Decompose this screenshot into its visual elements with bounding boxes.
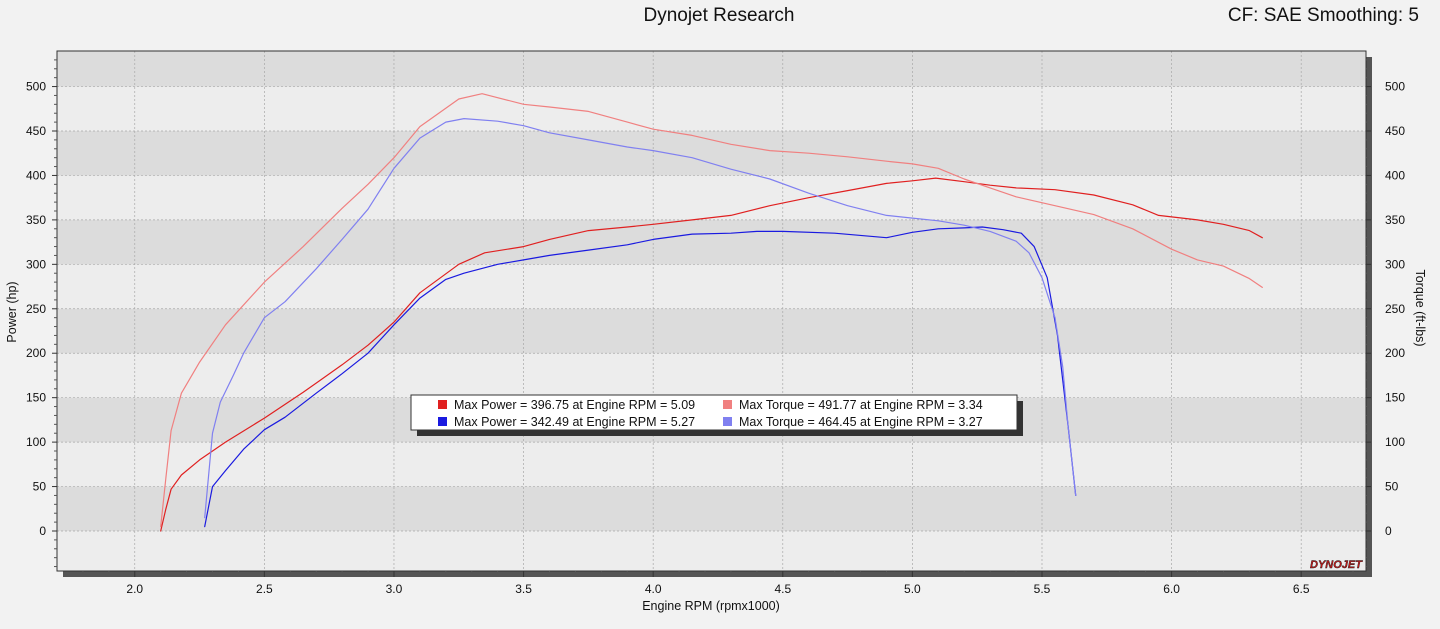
plot-band: [57, 131, 1366, 176]
series-run2-power: [204, 226, 1077, 528]
plot-band: [57, 442, 1366, 487]
legend-label-run1-torque: Max Torque = 491.77 at Engine RPM = 3.34: [739, 398, 983, 412]
y-tick-label-right: 450: [1385, 124, 1405, 138]
legend-label-run1-power: Max Power = 396.75 at Engine RPM = 5.09: [454, 398, 695, 412]
legend-swatch-run1-power: [438, 400, 447, 409]
y-tick-label-right: 200: [1385, 346, 1405, 360]
plot-band: [57, 486, 1366, 531]
y-tick-label-right: 350: [1385, 213, 1405, 227]
y-tick-label-left: 300: [26, 257, 46, 271]
legend-swatch-run2-torque: [723, 417, 732, 426]
y-tick-label-left: 100: [26, 435, 46, 449]
y-tick-label-left: 0: [39, 524, 46, 538]
y-tick-label-left: 350: [26, 213, 46, 227]
plot-bands: [57, 51, 1366, 571]
plot-band: [57, 51, 1366, 87]
settings-label: CF: SAE Smoothing: 5: [1228, 5, 1419, 26]
x-tick-label: 5.5: [1034, 582, 1051, 596]
y-axis-left: 0 50 100 150 200 250 300 350 400 450 500: [26, 59, 57, 568]
x-tick-label: 3.5: [515, 582, 532, 596]
x-axis-title: Engine RPM (rpmx1000): [642, 599, 780, 613]
plot-band: [57, 86, 1366, 131]
y-tick-label-right: 100: [1385, 435, 1405, 449]
legend-swatch-run2-power: [438, 417, 447, 426]
y-tick-label-right: 300: [1385, 257, 1405, 271]
y-tick-label-right: 0: [1385, 524, 1392, 538]
plot-grid: [57, 51, 1366, 571]
x-tick-label: 5.0: [904, 582, 921, 596]
chart-title: Dynojet Research: [643, 5, 794, 26]
y-tick-label-right: 250: [1385, 302, 1405, 316]
y-tick-label-left: 50: [33, 480, 47, 494]
y-tick-label-right: 500: [1385, 80, 1405, 94]
plot-band: [57, 531, 1366, 571]
x-tick-label: 6.0: [1163, 582, 1180, 596]
legend-swatch-run1-torque: [723, 400, 732, 409]
y-axis-right: 0 50 100 150 200 250 300 350 400 450 500: [1366, 59, 1405, 568]
y-tick-label-right: 150: [1385, 391, 1405, 405]
x-tick-label: 4.5: [774, 582, 791, 596]
y-tick-label-left: 500: [26, 80, 46, 94]
y-tick-label-left: 200: [26, 346, 46, 360]
y-tick-label-right: 400: [1385, 168, 1405, 182]
y-axis-right-title: Torque (ft-lbs): [1413, 269, 1427, 346]
legend: Max Power = 396.75 at Engine RPM = 5.09 …: [410, 394, 1023, 436]
x-axis: 2.0 2.5 3.0 3.5 4.0 4.5 5.0 5.5 6.0 6.5: [82, 571, 1354, 596]
series-lines: [160, 93, 1263, 532]
dynojet-logo: DYNOJET: [1310, 559, 1363, 571]
plot-band: [57, 264, 1366, 309]
x-tick-label: 6.5: [1293, 582, 1310, 596]
x-tick-label: 3.0: [386, 582, 403, 596]
plot-band: [57, 353, 1366, 398]
legend-label-run2-torque: Max Torque = 464.45 at Engine RPM = 3.27: [739, 415, 983, 429]
y-tick-label-left: 400: [26, 168, 46, 182]
y-axis-left-title: Power (hp): [5, 281, 19, 342]
series-run1-torque: [160, 93, 1263, 528]
plot-band: [57, 175, 1366, 220]
legend-label-run2-power: Max Power = 342.49 at Engine RPM = 5.27: [454, 415, 695, 429]
legend-box: [410, 394, 1018, 431]
x-tick-label: 2.5: [256, 582, 273, 596]
series-run2-torque: [204, 118, 1077, 519]
x-tick-label: 4.0: [645, 582, 662, 596]
y-tick-label-left: 250: [26, 302, 46, 316]
y-tick-label-left: 150: [26, 391, 46, 405]
y-tick-label-left: 450: [26, 124, 46, 138]
series-run1-power: [160, 177, 1263, 532]
y-tick-label-right: 50: [1385, 480, 1399, 494]
plot-band: [57, 308, 1366, 354]
plot-band: [57, 219, 1366, 265]
plot-frame: [56, 50, 1367, 572]
x-tick-label: 2.0: [126, 582, 143, 596]
